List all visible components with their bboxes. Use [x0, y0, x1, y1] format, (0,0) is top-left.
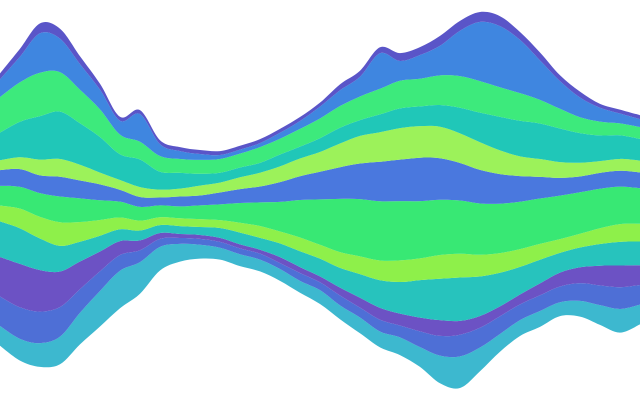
stream-layer-8 [0, 125, 640, 198]
stream-layer-7 [0, 157, 640, 207]
stream-layer-4 [0, 221, 640, 322]
stream-layer-9 [0, 104, 640, 190]
stream-layer-5 [0, 205, 640, 283]
stream-layer-10 [0, 70, 640, 174]
stream-layer-1 [0, 243, 640, 389]
stream-layers [0, 11, 640, 389]
stream-layer-11 [0, 21, 640, 160]
stream-layer-6 [0, 185, 640, 261]
